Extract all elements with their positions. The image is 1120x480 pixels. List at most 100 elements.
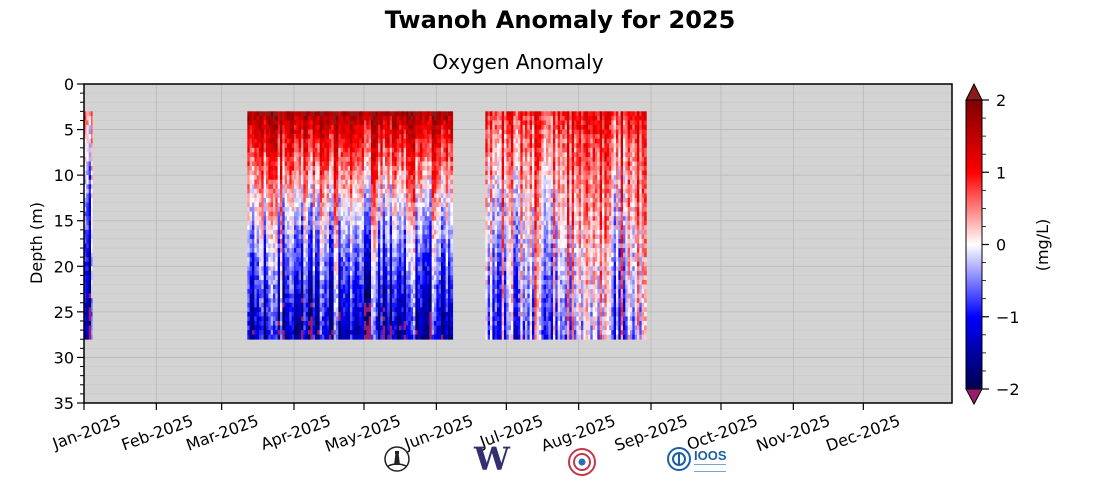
heatmap-cell bbox=[375, 248, 379, 254]
heatmap-cell bbox=[494, 330, 498, 336]
heatmap-cell bbox=[296, 147, 300, 153]
heatmap-cell bbox=[259, 243, 262, 249]
heatmap-cell bbox=[329, 257, 332, 263]
heatmap-cell bbox=[298, 261, 302, 267]
heatmap-cell bbox=[434, 143, 437, 149]
heatmap-cell bbox=[322, 334, 325, 340]
heatmap-cell bbox=[296, 161, 300, 167]
heatmap-cell bbox=[364, 293, 367, 299]
heatmap-cell bbox=[289, 238, 293, 244]
heatmap-cell bbox=[252, 184, 255, 190]
heatmap-cell bbox=[247, 175, 251, 181]
heatmap-cell bbox=[492, 111, 496, 117]
heatmap-cell bbox=[375, 166, 379, 171]
heatmap-cell bbox=[431, 179, 435, 185]
heatmap-cell bbox=[450, 275, 454, 281]
heatmap-cell bbox=[382, 120, 386, 126]
heatmap-cell bbox=[396, 138, 400, 144]
heatmap-cell bbox=[450, 156, 454, 162]
heatmap-cell bbox=[350, 125, 353, 130]
heatmap-cell bbox=[287, 225, 290, 231]
heatmap-cell bbox=[340, 211, 344, 217]
heatmap-cell bbox=[378, 216, 381, 222]
heatmap-cell bbox=[259, 161, 262, 167]
heatmap-cell bbox=[450, 229, 454, 235]
heatmap-cell bbox=[308, 238, 311, 244]
heatmap-cell bbox=[492, 298, 496, 304]
heatmap-cell bbox=[329, 184, 332, 190]
heatmap-cell bbox=[382, 143, 386, 149]
heatmap-cell bbox=[403, 234, 407, 240]
heatmap-cell bbox=[298, 293, 302, 299]
heatmap-cell bbox=[429, 134, 433, 140]
heatmap-cell bbox=[487, 257, 491, 263]
heatmap-cell bbox=[268, 311, 272, 317]
heatmap-cell bbox=[352, 311, 356, 317]
heatmap-cell bbox=[497, 289, 500, 295]
heatmap-cell bbox=[315, 293, 318, 299]
heatmap-cell bbox=[259, 334, 262, 340]
heatmap-cell bbox=[333, 302, 337, 308]
heatmap-cell bbox=[490, 202, 493, 208]
heatmap-cell bbox=[301, 211, 304, 217]
heatmap-cell bbox=[420, 261, 423, 267]
heatmap-cell bbox=[294, 307, 297, 313]
heatmap-cell bbox=[266, 270, 269, 276]
heatmap-cell bbox=[282, 166, 286, 171]
heatmap-cell bbox=[361, 156, 365, 162]
heatmap-cell bbox=[403, 120, 407, 126]
heatmap-cell bbox=[368, 257, 372, 263]
heatmap-cell bbox=[394, 202, 398, 208]
heatmap-cell bbox=[389, 311, 393, 317]
heatmap-cell bbox=[287, 266, 290, 272]
heatmap-cell bbox=[497, 248, 500, 254]
heatmap-cell bbox=[424, 234, 428, 240]
heatmap-cell bbox=[336, 170, 339, 176]
heatmap-cell bbox=[492, 134, 496, 140]
heatmap-cell bbox=[268, 225, 272, 231]
heatmap-cell bbox=[371, 152, 374, 158]
heatmap-cell bbox=[317, 211, 321, 217]
heatmap-cell bbox=[415, 248, 419, 254]
heatmap-cell bbox=[415, 325, 419, 331]
heatmap-cell bbox=[434, 111, 437, 117]
heatmap-cell bbox=[275, 284, 279, 290]
heatmap-cell bbox=[389, 111, 393, 117]
heatmap-cell bbox=[499, 120, 503, 126]
heatmap-cell bbox=[361, 257, 365, 263]
heatmap-cell bbox=[490, 252, 493, 258]
heatmap-cell bbox=[392, 129, 395, 135]
heatmap-cell bbox=[490, 115, 493, 121]
heatmap-cell bbox=[345, 298, 349, 304]
heatmap-cell bbox=[282, 275, 286, 281]
heatmap-cell bbox=[443, 302, 447, 308]
heatmap-cell bbox=[88, 207, 92, 212]
heatmap-cell bbox=[86, 216, 90, 222]
heatmap-cell bbox=[287, 156, 290, 162]
heatmap-cell bbox=[417, 307, 421, 313]
heatmap-cell bbox=[438, 302, 442, 308]
heatmap-cell bbox=[277, 188, 281, 194]
heatmap-cell bbox=[497, 284, 500, 290]
heatmap-cell bbox=[291, 307, 295, 313]
heatmap-cell bbox=[357, 334, 360, 340]
heatmap-cell bbox=[247, 220, 251, 226]
heatmap-cell bbox=[492, 170, 496, 176]
heatmap-cell bbox=[415, 147, 419, 153]
heatmap-cell bbox=[494, 284, 498, 290]
heatmap-cell bbox=[375, 152, 379, 158]
heatmap-cell bbox=[268, 170, 272, 176]
heatmap-cell bbox=[413, 302, 416, 308]
heatmap-cell bbox=[268, 289, 272, 295]
heatmap-cell bbox=[310, 325, 314, 331]
heatmap-cell bbox=[254, 202, 258, 208]
heatmap-cell bbox=[326, 293, 330, 299]
heatmap-cell bbox=[410, 111, 414, 117]
heatmap-cell bbox=[492, 193, 496, 199]
heatmap-cell bbox=[364, 325, 367, 331]
heatmap-cell bbox=[296, 211, 300, 217]
heatmap-cell bbox=[389, 289, 393, 295]
heatmap-cell bbox=[345, 120, 349, 126]
heatmap-cell bbox=[382, 229, 386, 235]
heatmap-cell bbox=[247, 298, 251, 304]
